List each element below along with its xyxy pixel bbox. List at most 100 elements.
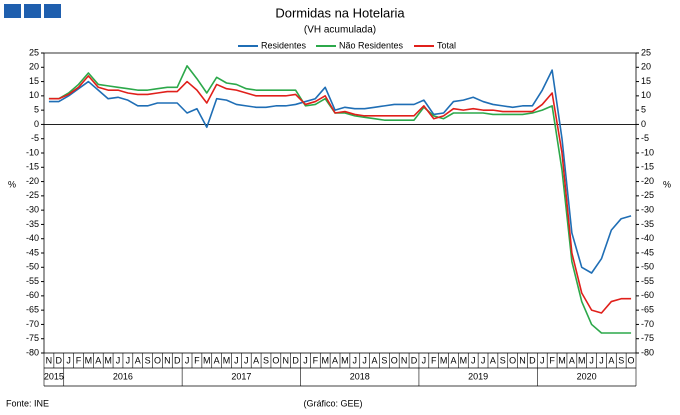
y2-tick-label: -60 xyxy=(641,290,654,300)
y2-tick-label: 15 xyxy=(641,76,651,86)
y2-tick-label: -20 xyxy=(641,176,654,186)
x-tick-label: A xyxy=(214,355,220,365)
source: Fonte: INE xyxy=(6,398,49,408)
x-tick-label: A xyxy=(569,355,575,365)
x-tick-label: J xyxy=(422,355,427,365)
x-tick-label: J xyxy=(244,355,249,365)
y2-tick-label: 20 xyxy=(641,62,651,72)
y2-tick-label: -25 xyxy=(641,190,654,200)
year-label: 2016 xyxy=(113,371,133,381)
y2-tick-label: 0 xyxy=(641,119,646,129)
y-tick-label: 10 xyxy=(29,90,39,100)
x-tick-label: F xyxy=(549,355,555,365)
x-tick-label: S xyxy=(145,355,151,365)
credit: (Gráfico: GEE) xyxy=(303,398,362,408)
y-tick-label: -40 xyxy=(26,233,39,243)
x-tick-label: A xyxy=(332,355,338,365)
logo-block xyxy=(4,4,21,18)
x-tick-label: D xyxy=(411,355,418,365)
y-tick-label: -15 xyxy=(26,162,39,172)
x-tick-label: O xyxy=(391,355,398,365)
y-tick-label: -70 xyxy=(26,319,39,329)
y2-tick-label: -65 xyxy=(641,305,654,315)
x-tick-label: D xyxy=(56,355,63,365)
y-tick-label: 5 xyxy=(34,105,39,115)
x-tick-label: M xyxy=(321,355,329,365)
x-tick-label: F xyxy=(194,355,200,365)
y2-axis-label: % xyxy=(663,179,671,189)
x-tick-label: S xyxy=(500,355,506,365)
x-tick-label: J xyxy=(353,355,358,365)
y-tick-label: -55 xyxy=(26,276,39,286)
x-tick-label: N xyxy=(46,355,53,365)
x-tick-label: A xyxy=(372,355,378,365)
x-tick-label: S xyxy=(381,355,387,365)
y2-tick-label: -70 xyxy=(641,319,654,329)
y-tick-label: -45 xyxy=(26,247,39,257)
x-tick-label: M xyxy=(341,355,349,365)
x-tick-label: N xyxy=(401,355,408,365)
y2-tick-label: -40 xyxy=(641,233,654,243)
y-tick-label: -5 xyxy=(31,133,39,143)
y-tick-label: 25 xyxy=(29,47,39,57)
year-label: 2015 xyxy=(44,371,64,381)
series-line xyxy=(48,69,632,274)
y2-tick-label: -75 xyxy=(641,333,654,343)
x-tick-label: F xyxy=(313,355,319,365)
y-tick-label: 15 xyxy=(29,76,39,86)
x-tick-label: F xyxy=(431,355,437,365)
x-tick-label: J xyxy=(185,355,190,365)
y2-tick-label: -10 xyxy=(641,147,654,157)
y2-tick-label: 10 xyxy=(641,90,651,100)
y-tick-label: -25 xyxy=(26,190,39,200)
x-tick-label: M xyxy=(85,355,93,365)
x-tick-label: J xyxy=(540,355,545,365)
y2-tick-label: -45 xyxy=(641,247,654,257)
x-tick-label: J xyxy=(589,355,594,365)
x-tick-label: M xyxy=(104,355,112,365)
x-tick-label: A xyxy=(490,355,496,365)
x-tick-label: M xyxy=(460,355,468,365)
series-line xyxy=(48,75,632,314)
y-tick-label: -10 xyxy=(26,147,39,157)
x-tick-label: D xyxy=(174,355,181,365)
y-tick-label: -75 xyxy=(26,333,39,343)
x-tick-label: N xyxy=(519,355,526,365)
series-line xyxy=(48,65,632,334)
x-tick-label: J xyxy=(481,355,486,365)
x-tick-label: J xyxy=(234,355,239,365)
x-tick-label: A xyxy=(135,355,141,365)
x-tick-label: A xyxy=(95,355,101,365)
y2-tick-label: -80 xyxy=(641,347,654,357)
x-tick-label: M xyxy=(558,355,566,365)
x-tick-label: S xyxy=(263,355,269,365)
legend-label: Não Residentes xyxy=(339,40,404,50)
y-tick-label: -30 xyxy=(26,205,39,215)
year-label: 2019 xyxy=(468,371,488,381)
x-tick-label: F xyxy=(76,355,82,365)
logo-block xyxy=(44,4,61,18)
year-label: 2017 xyxy=(231,371,251,381)
y2-tick-label: -35 xyxy=(641,219,654,229)
year-label: 2018 xyxy=(350,371,370,381)
x-tick-label: N xyxy=(282,355,289,365)
y2-tick-label: -55 xyxy=(641,276,654,286)
x-tick-label: M xyxy=(223,355,231,365)
year-label: 2020 xyxy=(577,371,597,381)
x-tick-label: A xyxy=(608,355,614,365)
x-tick-label: J xyxy=(116,355,121,365)
x-tick-label: N xyxy=(164,355,171,365)
y-tick-label: -60 xyxy=(26,290,39,300)
x-tick-label: M xyxy=(578,355,586,365)
chart-subtitle: (VH acumulada) xyxy=(304,25,376,36)
y2-tick-label: 5 xyxy=(641,105,646,115)
legend-label: Total xyxy=(437,40,456,50)
y2-tick-label: -50 xyxy=(641,262,654,272)
y-tick-label: -50 xyxy=(26,262,39,272)
x-tick-label: O xyxy=(509,355,516,365)
x-tick-label: A xyxy=(253,355,259,365)
x-tick-label: O xyxy=(272,355,279,365)
x-tick-label: J xyxy=(303,355,308,365)
